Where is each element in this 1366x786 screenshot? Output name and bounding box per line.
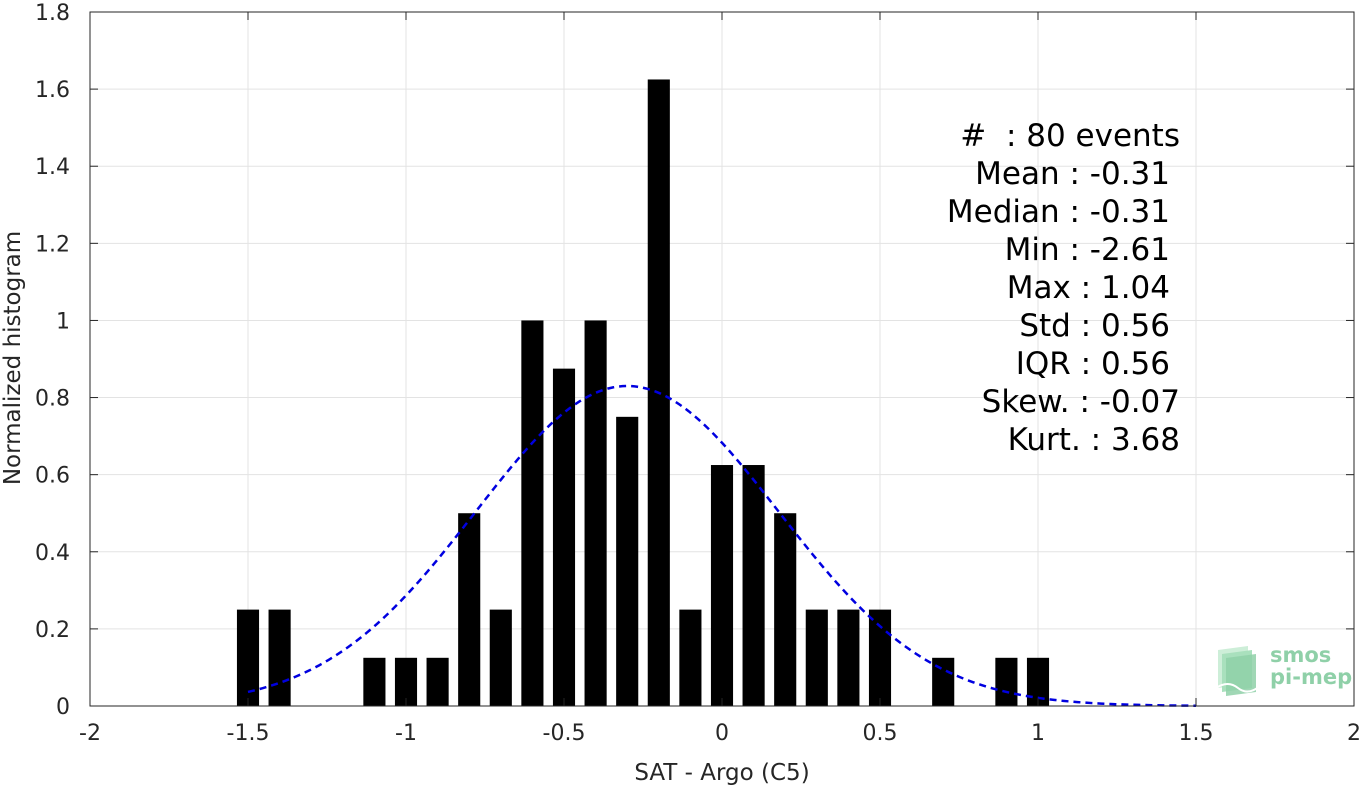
histogram-bar: [458, 513, 481, 706]
y-tick-label: 1.2: [35, 232, 70, 257]
y-tick-label: 0.6: [35, 464, 70, 489]
x-tick-label: 1.5: [1179, 721, 1214, 746]
histogram-bar: [679, 609, 702, 706]
stat-skew: Skew. : -0.07: [981, 384, 1180, 420]
histogram-bar: [268, 609, 291, 706]
histogram-bar: [584, 320, 607, 706]
x-tick-label: -1.5: [227, 721, 270, 746]
histogram-bar: [1026, 657, 1050, 706]
logo-text-smos: smos: [1270, 643, 1332, 667]
histogram-bar: [995, 657, 1018, 706]
stat-min: Min : -2.61: [1004, 232, 1170, 268]
stat-events: # : 80 events: [960, 118, 1180, 154]
y-tick-label: 1.4: [35, 155, 70, 180]
logo-text-pimep: pi-mep: [1270, 665, 1353, 689]
histogram-bars: [236, 79, 1050, 706]
histogram-bar: [236, 609, 260, 706]
histogram-bar: [805, 609, 828, 706]
stat-max: Max : 1.04: [1006, 270, 1170, 306]
stats-box: # : 80 events Mean : -0.31 Median : -0.3…: [880, 117, 1180, 459]
histogram-bar: [552, 368, 576, 706]
y-tick-label: 0.4: [35, 541, 70, 566]
histogram-bar: [742, 465, 765, 706]
y-tick-label: 1: [56, 309, 70, 334]
y-tick-labels: 0 0.2 0.4 0.6 0.8 1 1.2 1.4 1.6 1.8: [35, 1, 70, 720]
x-tick-label: 1: [1031, 721, 1045, 746]
axes: [89, 11, 1355, 707]
y-tick-label: 1.8: [35, 1, 70, 26]
histogram-bar: [394, 657, 418, 706]
x-tick-label: -1: [395, 721, 417, 746]
y-tick-label: 1.6: [35, 78, 70, 103]
histogram-bar: [710, 465, 734, 706]
smos-pimep-logo: smos pi-mep: [1214, 644, 1354, 700]
stat-median: Median : -0.31: [946, 194, 1170, 230]
y-tick-label: 0.8: [35, 387, 70, 412]
y-tick-label: 0.2: [35, 618, 70, 643]
x-tick-label: -2: [79, 721, 101, 746]
x-axis-label: SAT - Argo (C5): [634, 760, 809, 786]
logo-waves-icon: [1215, 646, 1261, 696]
histogram-bar: [774, 513, 797, 706]
x-tick-label: 0.5: [863, 721, 898, 746]
x-tick-label: -0.5: [543, 721, 586, 746]
fit-curve: [247, 384, 1197, 707]
histogram-bar: [363, 657, 386, 706]
histogram-bar: [932, 657, 955, 706]
stat-kurt: Kurt. : 3.68: [1007, 422, 1180, 458]
stat-iqr: IQR : 0.56: [1015, 346, 1170, 382]
x-tick-labels: -2 -1.5 -1 -0.5 0 0.5 1 1.5 2: [79, 721, 1361, 746]
histogram-bar: [868, 609, 892, 706]
histogram-bar: [426, 657, 449, 706]
histogram-bar: [489, 609, 512, 706]
histogram-bar: [521, 320, 544, 706]
stat-mean: Mean : -0.31: [975, 156, 1170, 192]
stat-std: Std : 0.56: [1019, 308, 1170, 344]
y-axis-label: Normalized histogram: [0, 231, 26, 485]
histogram-bar: [837, 609, 860, 706]
histogram-bar: [616, 416, 639, 706]
x-tick-label: 0: [715, 721, 729, 746]
x-tick-label: 2: [1347, 721, 1361, 746]
y-tick-label: 0: [56, 695, 70, 720]
